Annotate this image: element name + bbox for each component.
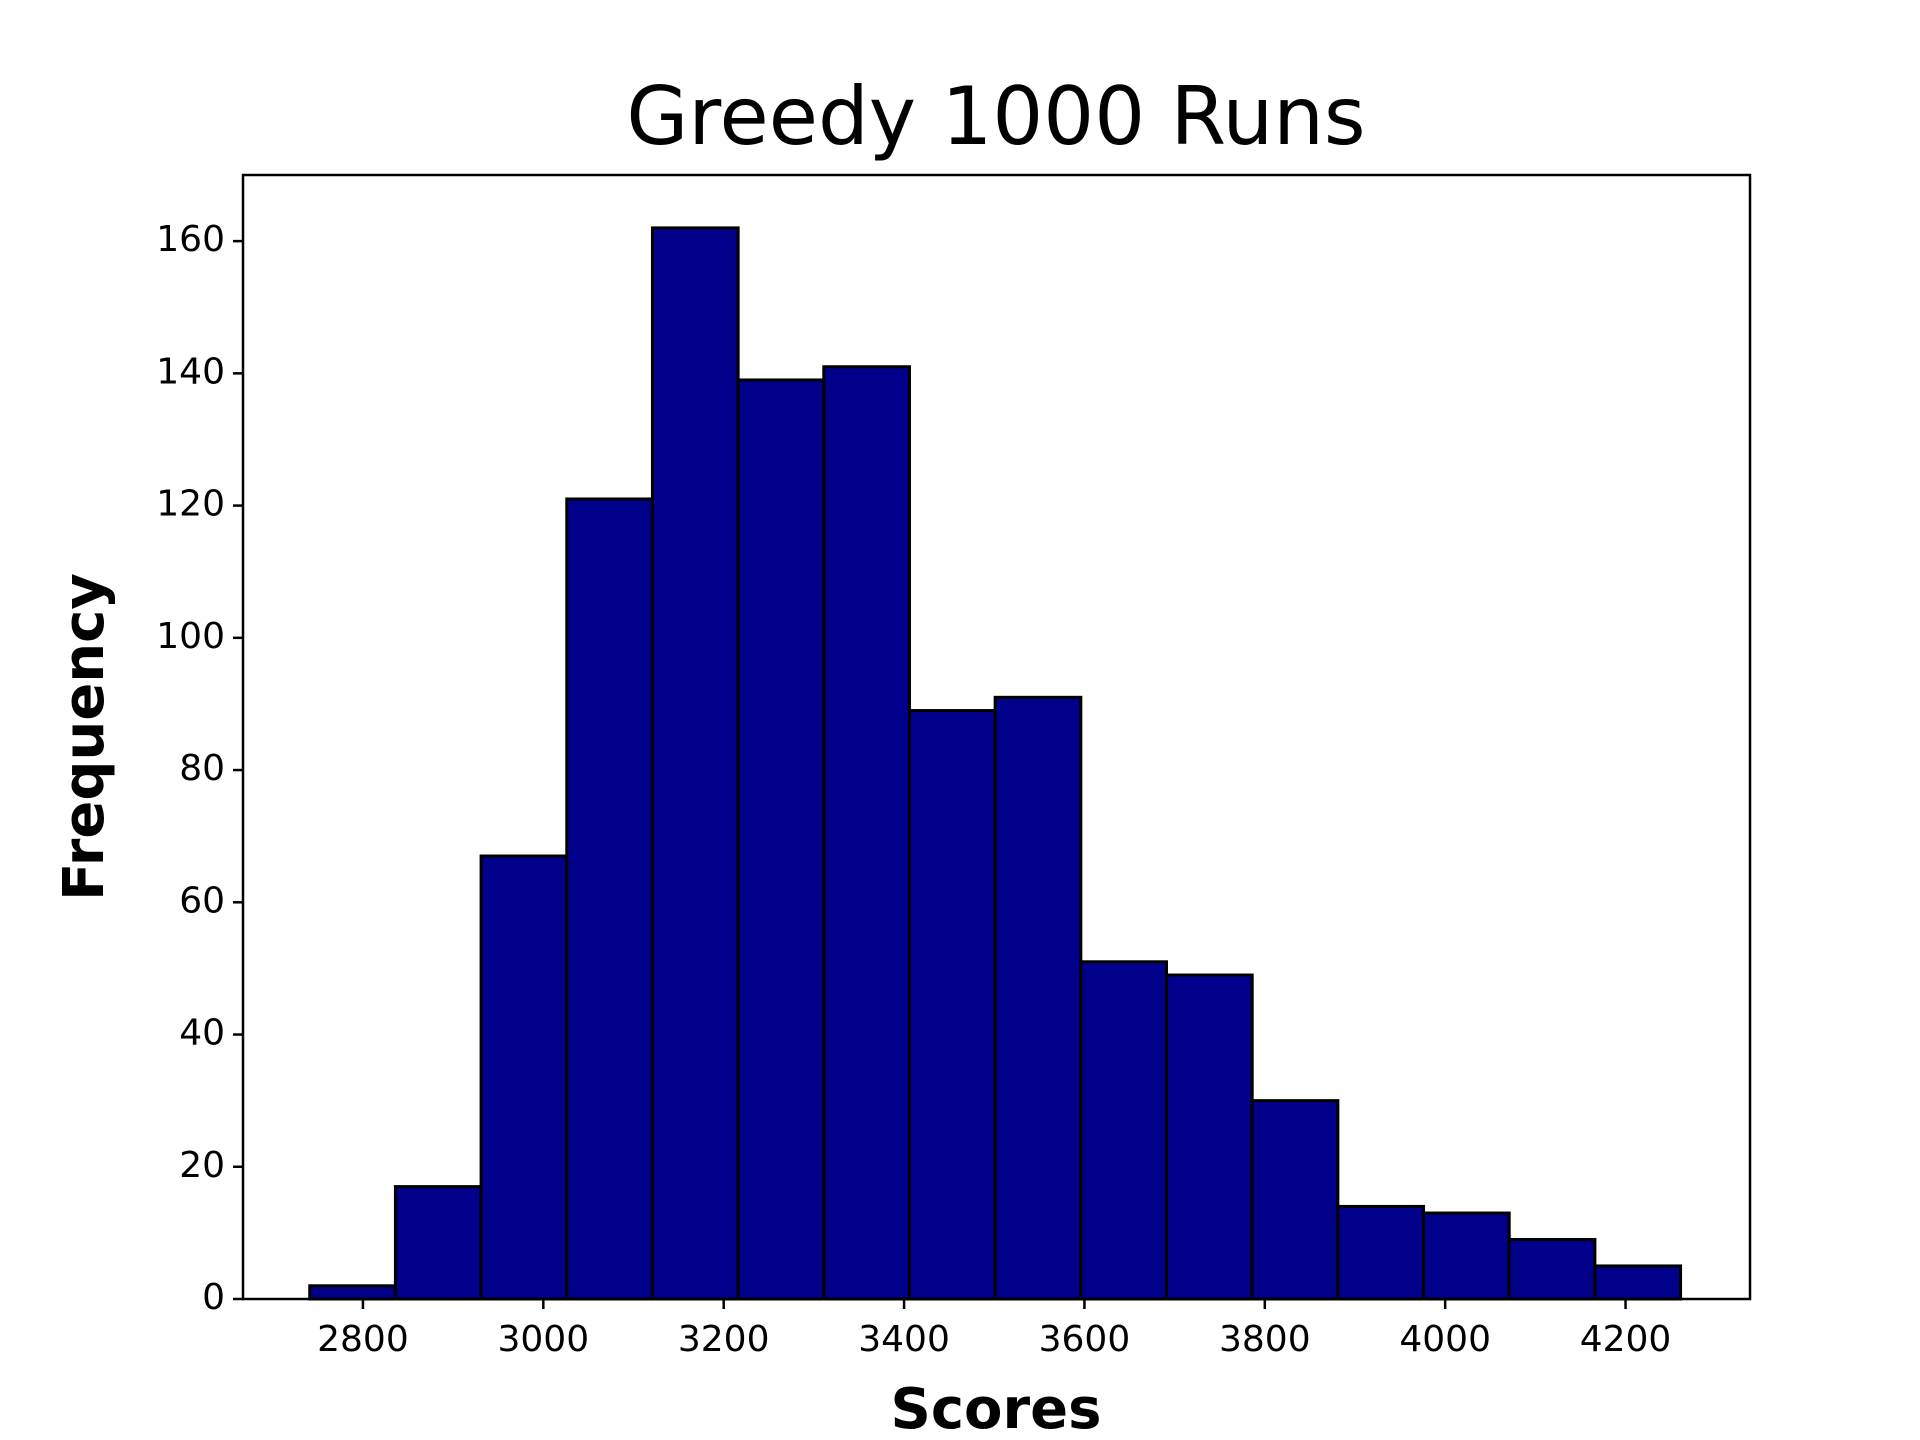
bar [1079,960,1168,1301]
bar [993,695,1083,1301]
x-tick-label: 4200 [1580,1319,1672,1360]
y-tick-label: 40 [179,1013,225,1054]
bar [1593,1264,1683,1301]
bar [736,378,826,1301]
x-tick-label: 2800 [317,1319,409,1360]
bar [1336,1204,1426,1301]
x-tick-label: 3200 [678,1319,770,1360]
x-tick-label: 3000 [498,1319,590,1360]
bar [1164,973,1254,1301]
x-tick-label: 3400 [858,1319,950,1360]
bar [822,365,911,1301]
bar [479,854,569,1301]
y-tick-label: 80 [179,748,225,789]
bar [565,497,654,1301]
y-tick-label: 60 [179,880,225,921]
x-tick-label: 3600 [1039,1319,1131,1360]
bar [308,1284,397,1301]
y-tick-label: 20 [179,1145,225,1186]
y-tick-label: 100 [156,616,225,657]
x-axis-label: Scores [891,1377,1102,1440]
bar [907,709,997,1301]
chart-title: Greedy 1000 Runs [626,70,1365,163]
y-tick-label: 160 [156,219,225,260]
bar [650,226,740,1301]
bar [1422,1211,1511,1301]
x-tick-label: 3800 [1219,1319,1311,1360]
bar [1507,1237,1597,1301]
y-axis-label: Frequency [52,573,117,901]
x-tick-label: 4000 [1399,1319,1491,1360]
bar [1250,1099,1340,1301]
plot-frame [241,173,1752,1301]
y-tick-label: 120 [156,484,225,525]
bar [393,1185,483,1301]
y-tick-label: 0 [202,1277,225,1318]
y-tick-label: 140 [156,351,225,392]
